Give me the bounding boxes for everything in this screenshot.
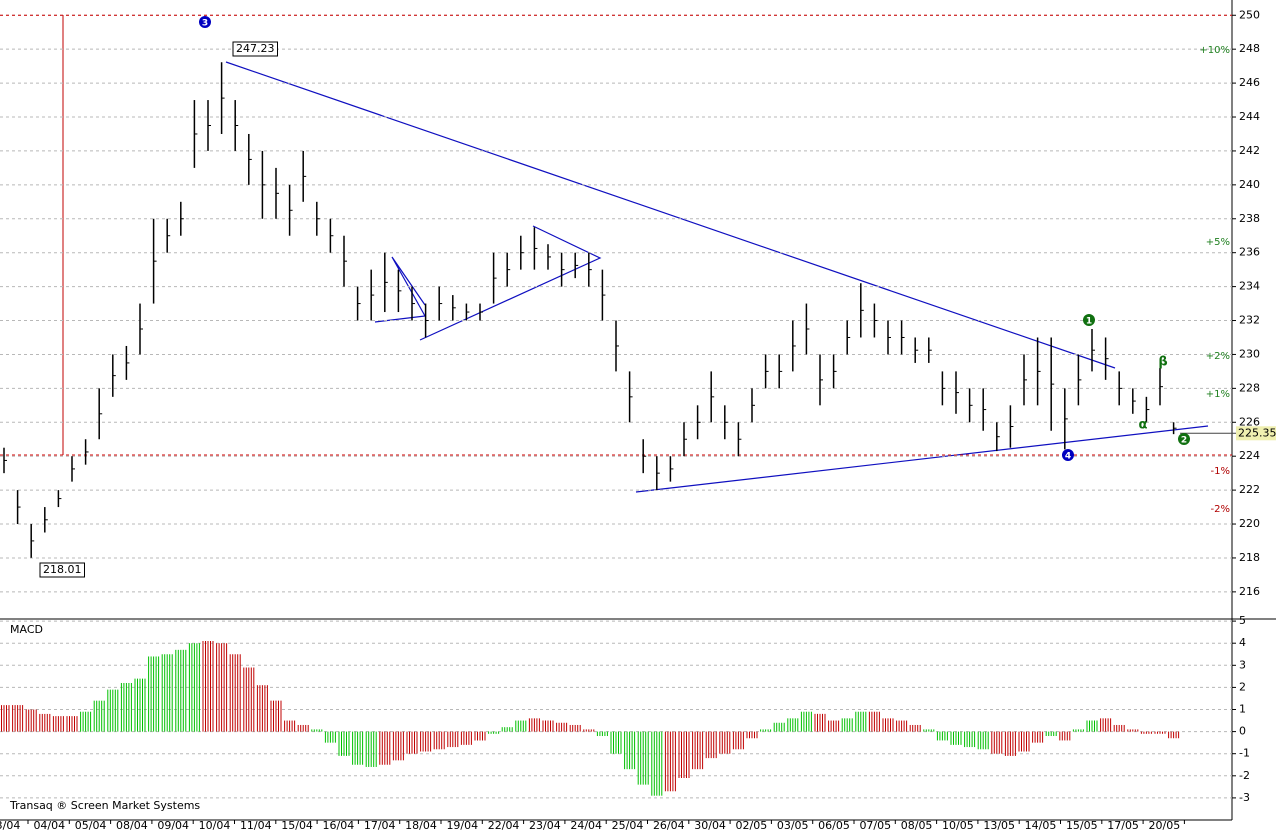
y-tick-label: 234 xyxy=(1239,280,1260,293)
x-tick-label: 08/04 xyxy=(116,819,148,831)
triangle-pattern xyxy=(419,225,602,341)
high-label-box xyxy=(232,41,278,57)
wave-label: α xyxy=(1139,418,1148,433)
x-tick-label: 17/04 xyxy=(364,819,396,831)
y-tick-label: 0 xyxy=(1239,725,1246,738)
triangle-pattern xyxy=(374,256,426,323)
y-tick-label: 222 xyxy=(1239,483,1260,496)
trend-line xyxy=(635,425,1209,493)
last-price-box xyxy=(1236,426,1276,441)
y-tick-label: 240 xyxy=(1239,178,1260,191)
footer: Transaq ® Screen Market Systems xyxy=(9,799,200,812)
wave-marker xyxy=(1062,449,1074,461)
wave-marker xyxy=(199,16,211,28)
wave-marker xyxy=(1178,433,1190,445)
x-tick-label: 24/04 xyxy=(570,819,602,831)
percent-label: +10% xyxy=(1199,45,1230,56)
x-tick-label: 22/04 xyxy=(488,819,520,831)
x-tick-label: 19/04 xyxy=(446,819,478,831)
x-tick-label: 05/04 xyxy=(75,819,107,831)
x-tick-label: 04/04 xyxy=(33,819,65,831)
x-tick-label: 23/04 xyxy=(529,819,561,831)
percent-label: -1% xyxy=(1211,466,1230,477)
x-tick-label: 3/04 xyxy=(0,819,20,831)
low-label: 218.01 xyxy=(43,563,82,576)
wave-label: 4 xyxy=(1065,452,1071,462)
x-tick-label: 02/05 xyxy=(736,819,768,831)
y-tick-label: 242 xyxy=(1239,144,1260,157)
x-tick-label: 10/04 xyxy=(199,819,231,831)
trend-line xyxy=(225,61,1116,369)
percent-label: +1% xyxy=(1206,389,1230,400)
y-tick-label: 226 xyxy=(1239,415,1260,428)
y-tick-label: -3 xyxy=(1239,791,1250,804)
y-tick-label: -1 xyxy=(1239,747,1250,760)
x-tick-label: 07/05 xyxy=(859,819,891,831)
y-tick-label: 220 xyxy=(1239,517,1260,530)
y-tick-label: 228 xyxy=(1239,381,1260,394)
macd-title: MACD xyxy=(10,623,43,636)
percent-label: +5% xyxy=(1206,237,1230,248)
wave-label: 3 xyxy=(202,19,208,29)
y-tick-label: 218 xyxy=(1239,551,1260,564)
wave-label: 2 xyxy=(1181,436,1187,446)
wave-label: 1 xyxy=(1086,317,1092,327)
y-tick-label: 230 xyxy=(1239,347,1260,360)
y-tick-label: 238 xyxy=(1239,212,1260,225)
x-tick-label: 26/04 xyxy=(653,819,685,831)
y-tick-label: 244 xyxy=(1239,110,1260,123)
x-tick-label: 30/04 xyxy=(694,819,726,831)
y-tick-label: 224 xyxy=(1239,449,1260,462)
y-tick-label: 232 xyxy=(1239,314,1260,327)
x-tick-label: 06/05 xyxy=(818,819,850,831)
percent-label: -2% xyxy=(1211,504,1230,515)
last-price-label: 225.35 xyxy=(1238,426,1276,439)
x-tick-label: 10/05 xyxy=(942,819,974,831)
x-tick-label: 18/04 xyxy=(405,819,437,831)
y-tick-label: 236 xyxy=(1239,246,1260,259)
high-label: 247.23 xyxy=(236,42,275,55)
y-tick-label: 2 xyxy=(1239,680,1246,693)
x-tick-label: 14/05 xyxy=(1025,819,1057,831)
x-tick-label: 25/04 xyxy=(612,819,644,831)
y-tick-label: 216 xyxy=(1239,585,1260,598)
y-tick-label: 1 xyxy=(1239,703,1246,716)
x-tick-label: 17/05 xyxy=(1107,819,1139,831)
low-label-box xyxy=(39,562,85,578)
y-tick-label: 3 xyxy=(1239,658,1246,671)
x-tick-label: 13/05 xyxy=(983,819,1015,831)
y-tick-label: 250 xyxy=(1239,8,1260,21)
x-tick-label: 20/05 xyxy=(1149,819,1181,831)
y-tick-label: 248 xyxy=(1239,42,1260,55)
x-tick-label: 09/04 xyxy=(157,819,189,831)
x-tick-label: 15/05 xyxy=(1066,819,1098,831)
percent-label: +2% xyxy=(1206,351,1230,362)
x-tick-label: 03/05 xyxy=(777,819,809,831)
y-tick-label: -2 xyxy=(1239,769,1250,782)
x-tick-label: 15/04 xyxy=(281,819,313,831)
x-tick-label: 16/04 xyxy=(323,819,355,831)
x-tick-label: 11/04 xyxy=(240,819,272,831)
x-tick-label: 08/05 xyxy=(901,819,933,831)
y-tick-label: 4 xyxy=(1239,636,1246,649)
y-tick-label: 5 xyxy=(1239,614,1246,627)
wave-marker xyxy=(1083,314,1095,326)
wave-label: β xyxy=(1158,355,1167,370)
y-tick-label: 246 xyxy=(1239,76,1260,89)
